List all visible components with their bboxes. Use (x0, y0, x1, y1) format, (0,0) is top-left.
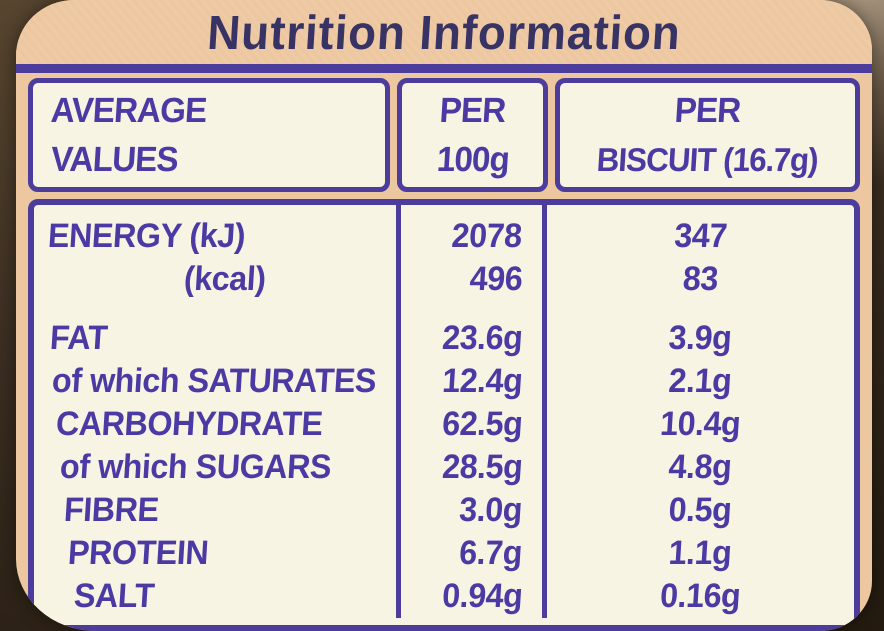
per-biscuit-value-saturates: 2.1g (547, 360, 854, 403)
per-100g-value-energy-kcal: 496 (396, 258, 547, 301)
per-biscuit-value-sugars: 4.8g (547, 446, 854, 489)
row-label-salt: SALT (34, 575, 396, 618)
row-label-saturates: of which SATURATES (34, 360, 396, 403)
value-text: 83 (681, 260, 720, 298)
value-text: 0.16g (659, 577, 742, 615)
row-label-text: ENERGY (kJ) (46, 217, 247, 255)
value-text: 3.9g (667, 319, 734, 357)
header-text: VALUES (49, 140, 179, 179)
row-label-protein: PROTEIN (34, 532, 396, 575)
label-title: Nutrition Information (195, 4, 693, 61)
row-label-text: of which SUGARS (58, 448, 333, 486)
table-header-row: AVERAGE VALUES PER 100g PER BISCUIT (16.… (28, 78, 860, 192)
header-text: 100g (435, 140, 510, 179)
header-line: VALUES (49, 135, 385, 184)
value-text: 6.7g (458, 534, 524, 572)
value-text: 3.0g (458, 491, 524, 529)
value-text: 62.5g (440, 405, 524, 443)
per-biscuit-value-carbohydrate: 10.4g (547, 403, 854, 446)
header-text: PER (673, 91, 742, 130)
label-title-text: Nutrition Information (205, 6, 683, 60)
table-body: ENERGY (kJ) 2078 347 (kcal) 496 83 FAT 2… (28, 199, 860, 631)
header-text: PER (438, 91, 507, 130)
per-100g-value-salt: 0.94g (396, 575, 547, 618)
value-text: 4.8g (667, 448, 734, 486)
row-label-text: (kcal) (182, 260, 267, 298)
value-text: 10.4g (659, 405, 742, 443)
value-text: 0.94g (440, 577, 524, 615)
per-100g-value-energy-kj: 2078 (396, 205, 547, 258)
header-line: AVERAGE (49, 86, 385, 135)
label-header-band: Nutrition Information (16, 0, 872, 73)
value-text: 2078 (450, 217, 524, 255)
per-100g-value-carbohydrate: 62.5g (396, 403, 547, 446)
row-label-text: PROTEIN (66, 534, 210, 572)
row-label-energy-kj: ENERGY (kJ) (34, 205, 396, 258)
value-text: 496 (468, 260, 524, 298)
value-text: 0.5g (667, 491, 734, 529)
value-text: 2.1g (667, 362, 734, 400)
column-header-per-100g: PER 100g (397, 78, 548, 192)
per-100g-value-sugars: 28.5g (396, 446, 547, 489)
header-line: PER (402, 86, 543, 135)
header-line: BISCUIT (16.7g) (560, 135, 855, 184)
row-label-energy-kcal: (kcal) (34, 258, 396, 301)
value-text: 28.5g (440, 448, 524, 486)
value-text: 347 (673, 217, 728, 255)
value-text: 1.1g (667, 534, 734, 572)
row-label-text: FIBRE (62, 491, 160, 529)
nutrition-label: Nutrition Information AVERAGE VALUES PER… (16, 0, 872, 631)
per-biscuit-value-fat: 3.9g (547, 301, 854, 360)
header-line: PER (560, 86, 855, 135)
row-label-text: SALT (72, 577, 156, 615)
per-100g-value-fat: 23.6g (396, 301, 547, 360)
row-label-text: CARBOHYDRATE (54, 405, 324, 443)
nutrition-table: AVERAGE VALUES PER 100g PER BISCUIT (16.… (16, 73, 872, 631)
per-100g-value-saturates: 12.4g (396, 360, 547, 403)
per-biscuit-value-energy-kj: 347 (547, 205, 854, 258)
per-biscuit-value-fibre: 0.5g (547, 489, 854, 532)
per-biscuit-value-protein: 1.1g (547, 532, 854, 575)
header-text: AVERAGE (49, 91, 208, 130)
row-label-text: FAT (48, 319, 109, 357)
per-100g-value-fibre: 3.0g (396, 489, 547, 532)
row-label-text: of which SATURATES (50, 362, 378, 400)
column-header-per-biscuit: PER BISCUIT (16.7g) (555, 78, 860, 192)
value-text: 12.4g (440, 362, 524, 400)
row-label-sugars: of which SUGARS (34, 446, 396, 489)
per-100g-value-protein: 6.7g (396, 532, 547, 575)
header-text: BISCUIT (16.7g) (595, 141, 820, 178)
row-label-fibre: FIBRE (34, 489, 396, 532)
value-text: 23.6g (440, 319, 524, 357)
per-biscuit-value-salt: 0.16g (547, 575, 854, 618)
column-header-average-values: AVERAGE VALUES (28, 78, 390, 192)
header-line: 100g (402, 135, 543, 184)
row-label-fat: FAT (34, 301, 396, 360)
per-biscuit-value-energy-kcal: 83 (547, 258, 854, 301)
row-label-carbohydrate: CARBOHYDRATE (34, 403, 396, 446)
